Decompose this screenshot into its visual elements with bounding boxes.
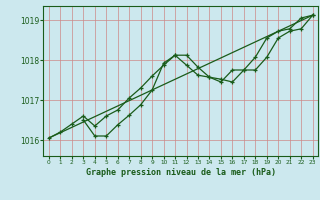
X-axis label: Graphe pression niveau de la mer (hPa): Graphe pression niveau de la mer (hPa)	[86, 168, 276, 177]
